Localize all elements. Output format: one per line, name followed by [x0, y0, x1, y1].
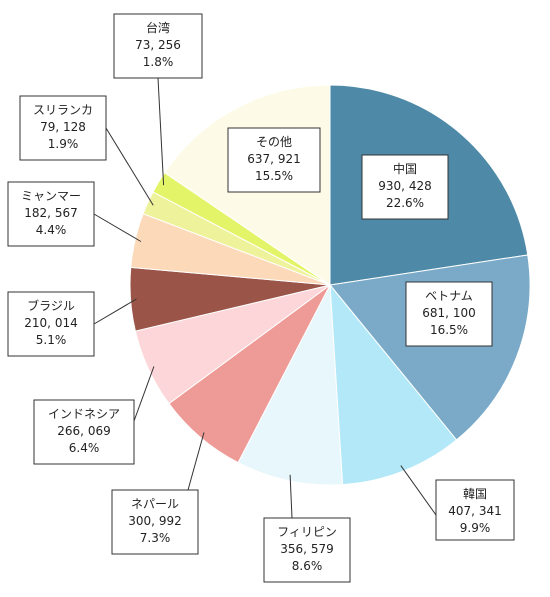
- leader-line: [187, 432, 205, 491]
- slice-percent: 7.3%: [140, 531, 171, 545]
- leader-line: [105, 127, 154, 206]
- slice-labels: 中国 930, 428 22.6% ベトナム 681, 100 16.5% 韓国 407, 3…: [7, 13, 515, 583]
- slice-value: 356, 579: [280, 542, 333, 556]
- slice-label-box: [111, 489, 199, 555]
- slice-label: ブラジル 210, 014 5.1%: [7, 291, 95, 357]
- slice-label-box: [7, 291, 95, 357]
- slice-label-box: [113, 13, 203, 79]
- slice-value: 73, 256: [135, 38, 181, 52]
- slice-name: その他: [256, 135, 292, 149]
- slice-percent: 22.6%: [386, 196, 424, 210]
- slice-percent: 1.9%: [48, 137, 79, 151]
- pie-slice: [329, 283, 458, 486]
- slice-value: 407, 341: [448, 504, 501, 518]
- slice-label-box: [227, 127, 321, 193]
- slice-value: 210, 014: [24, 316, 77, 330]
- slice-percent: 15.5%: [255, 169, 293, 183]
- slice-name: フィリピン: [277, 525, 337, 539]
- pie-slice: [237, 283, 344, 486]
- slice-label-box: [361, 154, 449, 220]
- slice-name: ネパール: [131, 497, 179, 511]
- slice-percent: 9.9%: [460, 521, 491, 535]
- slice-label-box: [263, 517, 351, 583]
- slice-name: ベトナム: [425, 289, 473, 303]
- slice-label: その他 637, 921 15.5%: [227, 127, 321, 193]
- slice-name: ブラジル: [27, 298, 75, 313]
- leader-line: [93, 213, 142, 242]
- slice-label: ベトナム 681, 100 16.5%: [405, 281, 493, 347]
- slice-percent: 1.8%: [143, 55, 174, 69]
- slice-value: 930, 428: [378, 179, 431, 193]
- slice-name: 中国: [393, 161, 417, 176]
- slice-percent: 4.4%: [36, 223, 67, 237]
- slice-label: 韓国 407, 341 9.9%: [435, 479, 515, 541]
- slice-label-box: [405, 281, 493, 347]
- leader-line: [400, 465, 437, 516]
- slice-value: 300, 992: [128, 514, 181, 528]
- slice-value: 637, 921: [247, 152, 300, 166]
- slice-name: スリランカ: [33, 103, 93, 117]
- slice-label: フィリピン 356, 579 8.6%: [263, 517, 351, 583]
- slice-percent: 5.1%: [36, 333, 67, 347]
- slice-label: ミャンマー 182, 567 4.4%: [7, 181, 95, 247]
- slice-name: 台湾: [146, 20, 170, 35]
- slice-name: 韓国: [463, 487, 487, 501]
- leader-line: [289, 474, 293, 519]
- slice-label: 台湾 73, 256 1.8%: [113, 13, 203, 79]
- slice-label-box: [7, 181, 95, 247]
- slice-name: ミャンマー: [21, 189, 81, 203]
- leader-line: [93, 298, 137, 325]
- slice-value: 681, 100: [422, 306, 475, 320]
- slice-percent: 8.6%: [292, 559, 323, 573]
- slice-value: 79, 128: [40, 120, 86, 134]
- slice-label-box: [33, 399, 135, 465]
- slice-label-box: [19, 95, 107, 161]
- slice-percent: 6.4%: [69, 441, 100, 455]
- slice-name: インドネシア: [48, 407, 120, 421]
- slice-label: ネパール 300, 992 7.3%: [111, 489, 199, 555]
- slice-value: 182, 567: [24, 206, 77, 220]
- slice-percent: 16.5%: [430, 323, 468, 337]
- leader-lines: [93, 77, 437, 519]
- slice-label: インドネシア 266, 069 6.4%: [33, 399, 135, 465]
- leader-line: [157, 77, 165, 186]
- slice-label: スリランカ 79, 128 1.9%: [19, 95, 107, 161]
- slice-value: 266, 069: [57, 424, 110, 438]
- slice-label: 中国 930, 428 22.6%: [361, 154, 449, 220]
- slice-label-box: [435, 479, 515, 541]
